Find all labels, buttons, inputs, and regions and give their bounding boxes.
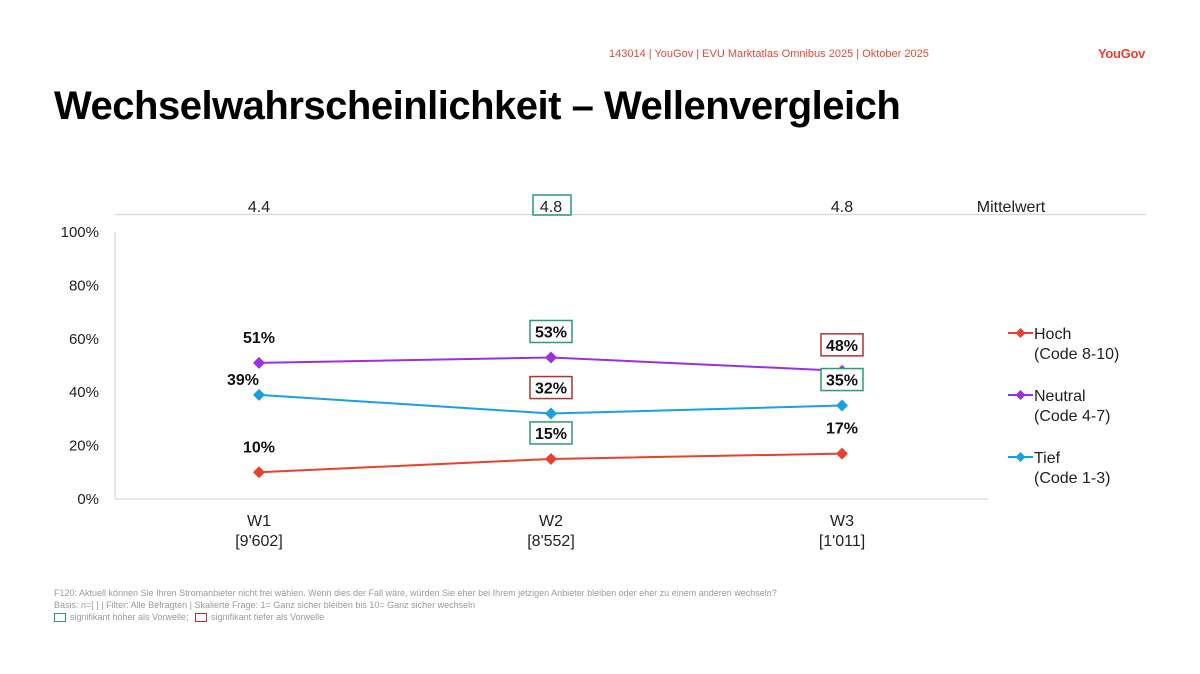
legend-marker-hoch	[1015, 328, 1026, 338]
mean-value: 4.4	[248, 199, 270, 216]
legend-label-neutral: Neutral	[1034, 388, 1086, 405]
significance-box	[820, 333, 864, 357]
x-tick-n-label: [1'011]	[819, 533, 865, 550]
x-tick-label: W3	[830, 513, 854, 530]
sig-low-label: signifikant tiefer als Vorwelle	[211, 612, 325, 622]
mean-row-label: Mittelwert	[977, 199, 1046, 216]
significance-legend: signifikant höher als Vorwelle; signifik…	[54, 611, 777, 623]
legend-sublabel-neutral: (Code 4-7)	[1034, 408, 1110, 425]
mean-significance-box	[532, 194, 572, 216]
data-point-tief	[545, 407, 557, 420]
significance-box	[529, 421, 573, 445]
y-tick-label: 100%	[61, 224, 99, 241]
data-label-hoch: 15%	[535, 426, 567, 443]
data-label-neutral: 51%	[243, 330, 275, 347]
page-title: Wechselwahrscheinlichkeit – Wellenvergle…	[54, 84, 901, 128]
significance-box	[529, 375, 573, 400]
legend-marker-tief	[1015, 452, 1026, 462]
legend-marker-neutral	[1015, 390, 1026, 400]
y-tick-label: 60%	[69, 331, 99, 348]
legend-label-tief: Tief	[1034, 450, 1061, 467]
x-tick-n-label: [9'602]	[235, 533, 283, 550]
legend-sublabel-tief: (Code 1-3)	[1034, 470, 1110, 487]
y-tick-label: 0%	[77, 491, 99, 508]
data-point-hoch	[545, 452, 557, 465]
data-point-hoch	[836, 447, 848, 460]
data-point-neutral	[253, 356, 265, 369]
data-point-hoch	[253, 466, 265, 479]
basis-text: Basis: n=[ ] | Filter: Alle Befragten | …	[54, 600, 476, 610]
sig-high-box-icon	[54, 613, 66, 623]
data-label-hoch: 17%	[826, 421, 858, 438]
sig-high-label: signifikant höher als Vorwelle;	[70, 612, 189, 622]
data-label-tief: 39%	[227, 372, 259, 389]
chart-axes: 0% 20% 40% 60% 80% 100% W1 [9'602] W2 [8'552] W3 [1…	[61, 224, 988, 550]
significance-box	[820, 367, 864, 392]
footnote: F120: Aktuell können Sie Ihren Stromanbi…	[54, 587, 777, 623]
chart-legend: Hoch (Code 8-10) Neutral (Code 4-7) Tief (Cod…	[1008, 326, 1119, 487]
legend-label-hoch: Hoch	[1034, 326, 1071, 343]
data-point-tief	[836, 399, 848, 412]
data-labels: 10% 15% 17% 51% 53% 48% 39% 32% 35%	[227, 319, 864, 456]
data-label-tief: 32%	[535, 381, 567, 398]
data-label-neutral: 53%	[535, 324, 567, 341]
mean-row: 4.4 4.8 4.8 Mittelwert	[115, 194, 1146, 216]
sig-low-box-icon	[195, 613, 208, 623]
data-point-neutral	[545, 351, 557, 364]
significance-box	[529, 319, 573, 344]
data-label-hoch: 10%	[243, 439, 275, 456]
mean-value: 4.8	[831, 199, 853, 216]
chart-series	[253, 351, 848, 479]
x-tick-label: W1	[247, 513, 271, 530]
yougov-logo: YouGov	[1098, 46, 1146, 61]
data-label-tief: 35%	[826, 373, 858, 390]
data-label-neutral: 48%	[826, 338, 858, 355]
x-tick-label: W2	[539, 513, 563, 530]
question-text: F120: Aktuell können Sie Ihren Stromanbi…	[54, 588, 777, 598]
mean-value: 4.8	[540, 199, 562, 216]
y-tick-label: 40%	[69, 384, 99, 401]
y-tick-label: 20%	[69, 438, 99, 455]
legend-sublabel-hoch: (Code 8-10)	[1034, 346, 1119, 363]
data-point-tief	[253, 388, 265, 401]
source-line: 143014 | YouGov | EVU Marktatlas Omnibus…	[609, 48, 929, 60]
x-tick-n-label: [8'552]	[527, 533, 575, 550]
y-tick-label: 80%	[69, 277, 99, 294]
